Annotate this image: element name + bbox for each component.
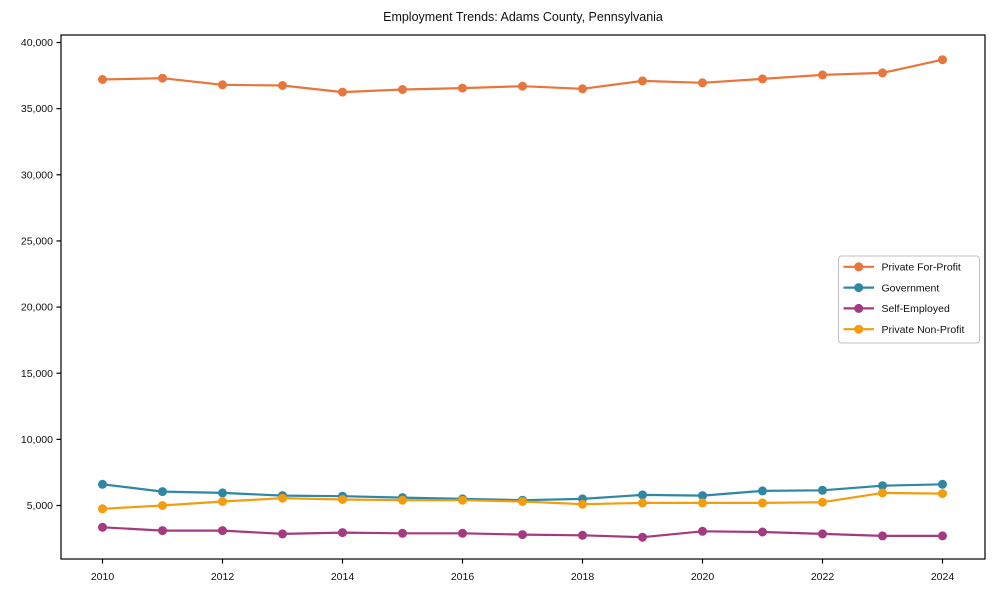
data-point-private-for-profit [638, 76, 647, 86]
legend-marker-government [854, 283, 864, 293]
data-point-private-for-profit [758, 74, 767, 84]
data-point-government [938, 479, 947, 489]
data-point-self-employed [98, 522, 107, 532]
data-point-private-non-profit [938, 489, 947, 499]
data-point-private-non-profit [98, 504, 107, 514]
y-tick-label: 10,000 [21, 434, 53, 446]
y-tick-label: 5,000 [27, 500, 53, 512]
legend-label-private-non-profit: Private Non-Profit [882, 324, 965, 336]
x-tick-label: 2022 [811, 571, 835, 583]
data-point-private-non-profit [338, 495, 347, 504]
data-point-private-non-profit [758, 498, 767, 508]
data-point-government [878, 481, 887, 491]
legend-label-self-employed: Self-Employed [882, 303, 950, 315]
x-tick-label: 2024 [931, 571, 955, 583]
data-point-private-non-profit [878, 488, 887, 498]
data-point-government [218, 488, 227, 498]
y-tick-label: 35,000 [21, 103, 53, 115]
data-point-private-for-profit [398, 85, 407, 94]
data-point-self-employed [698, 526, 707, 536]
data-point-private-for-profit [518, 81, 527, 91]
data-point-private-for-profit [578, 84, 587, 94]
y-tick-label: 40,000 [21, 37, 53, 49]
plot-area-border [60, 34, 986, 560]
data-point-self-employed [578, 530, 587, 540]
data-point-private-non-profit [398, 495, 407, 505]
x-tick-label: 2012 [211, 571, 235, 583]
data-point-self-employed [818, 529, 827, 539]
data-point-government [758, 486, 767, 496]
data-point-private-non-profit [158, 501, 167, 510]
data-point-private-non-profit [578, 499, 587, 509]
data-point-private-for-profit [218, 80, 227, 90]
y-tick-label: 15,000 [21, 368, 53, 380]
data-point-private-non-profit [458, 495, 467, 505]
legend-marker-private-non-profit [854, 324, 864, 334]
x-tick-label: 2020 [691, 571, 715, 583]
legend-marker-self-employed [854, 303, 864, 313]
data-point-government [158, 487, 167, 497]
data-point-private-non-profit [818, 497, 827, 507]
data-point-private-for-profit [698, 78, 707, 88]
data-point-self-employed [458, 528, 467, 538]
data-point-self-employed [278, 529, 287, 539]
legend-box [838, 255, 980, 344]
data-point-private-for-profit [158, 73, 167, 83]
data-point-self-employed [158, 526, 167, 536]
data-point-private-for-profit [938, 55, 947, 65]
chart-title: Employment Trends: Adams County, Pennsyl… [383, 10, 663, 24]
data-point-government [818, 485, 827, 495]
data-point-private-for-profit [458, 83, 467, 93]
data-point-private-for-profit [818, 70, 827, 80]
y-tick-label: 20,000 [21, 302, 53, 314]
data-point-private-for-profit [278, 81, 287, 90]
data-point-self-employed [758, 527, 767, 537]
data-point-self-employed [518, 530, 527, 540]
data-point-private-non-profit [218, 497, 227, 506]
data-point-self-employed [218, 526, 227, 536]
data-point-self-employed [938, 531, 947, 541]
data-point-government [698, 491, 707, 501]
x-tick-label: 2018 [571, 571, 595, 583]
x-tick-label: 2014 [331, 571, 355, 583]
data-point-government [98, 479, 107, 489]
data-point-government [638, 490, 647, 500]
data-point-private-non-profit [638, 498, 647, 508]
x-tick-label: 2016 [451, 571, 475, 583]
data-point-self-employed [338, 528, 347, 538]
y-tick-label: 30,000 [21, 169, 53, 181]
data-point-private-for-profit [338, 87, 347, 97]
data-point-private-non-profit [698, 498, 707, 508]
y-tick-label: 25,000 [21, 236, 53, 248]
legend-label-government: Government [882, 282, 940, 294]
data-point-private-non-profit [278, 493, 287, 503]
data-point-private-for-profit [878, 68, 887, 78]
data-point-self-employed [398, 528, 407, 538]
legend-marker-private-for-profit [854, 262, 864, 272]
data-point-self-employed [638, 532, 647, 542]
x-tick-label: 2010 [91, 571, 115, 583]
data-point-self-employed [878, 531, 887, 541]
legend-label-private-for-profit: Private For-Profit [882, 262, 961, 274]
data-point-private-for-profit [98, 75, 107, 84]
data-point-private-non-profit [518, 497, 527, 506]
